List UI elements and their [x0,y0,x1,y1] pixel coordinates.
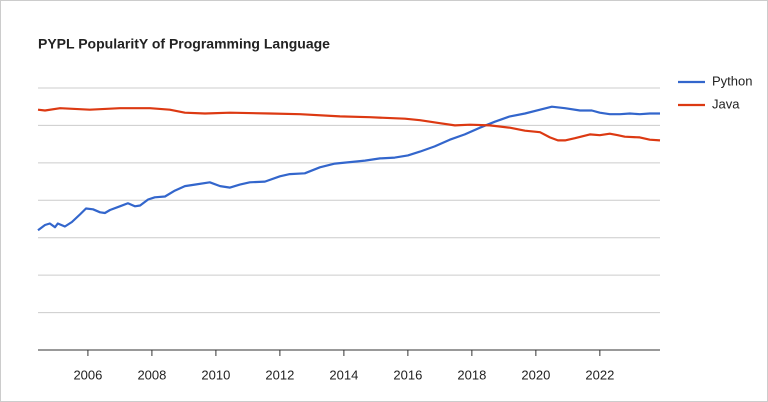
chart-title: PYPL PopularitY of Programming Language [38,36,330,52]
x-tick-label: 2008 [137,367,166,382]
line-series [37,107,661,142]
x-tick-label: 2022 [585,367,614,382]
x-tick-label: 2014 [329,367,358,382]
x-tick-label: 2020 [521,367,550,382]
x-tick-label: 2010 [201,367,230,382]
x-tick-label: 2006 [73,367,102,382]
x-tick-label: 2018 [457,367,486,382]
x-tick-label: 2012 [265,367,294,382]
line-series [37,105,660,232]
legend-label: Java [712,96,740,111]
legend-label: Python [712,73,752,88]
x-tick-label: 2016 [393,367,422,382]
